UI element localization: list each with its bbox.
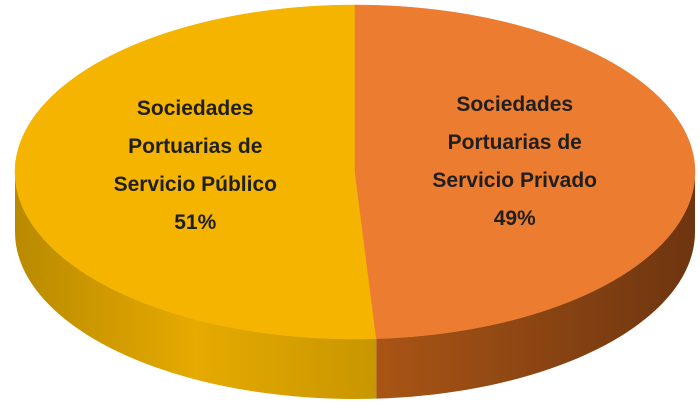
slice-label: Sociedades Portuarias de Servicio Públic… [107, 90, 283, 242]
slice-label: Sociedades Portuarias de Servicio Privad… [427, 86, 603, 238]
slice-side [15, 172, 377, 399]
slice [14, 4, 377, 340]
category-label: Sociedades Portuarias de Servicio Públic… [113, 97, 277, 197]
value-label: 49% [493, 206, 536, 230]
category-label: Sociedades Portuarias de Servicio Privad… [432, 92, 597, 192]
slice-side [376, 172, 695, 399]
value-label: 51% [174, 211, 217, 235]
slice [354, 4, 696, 339]
